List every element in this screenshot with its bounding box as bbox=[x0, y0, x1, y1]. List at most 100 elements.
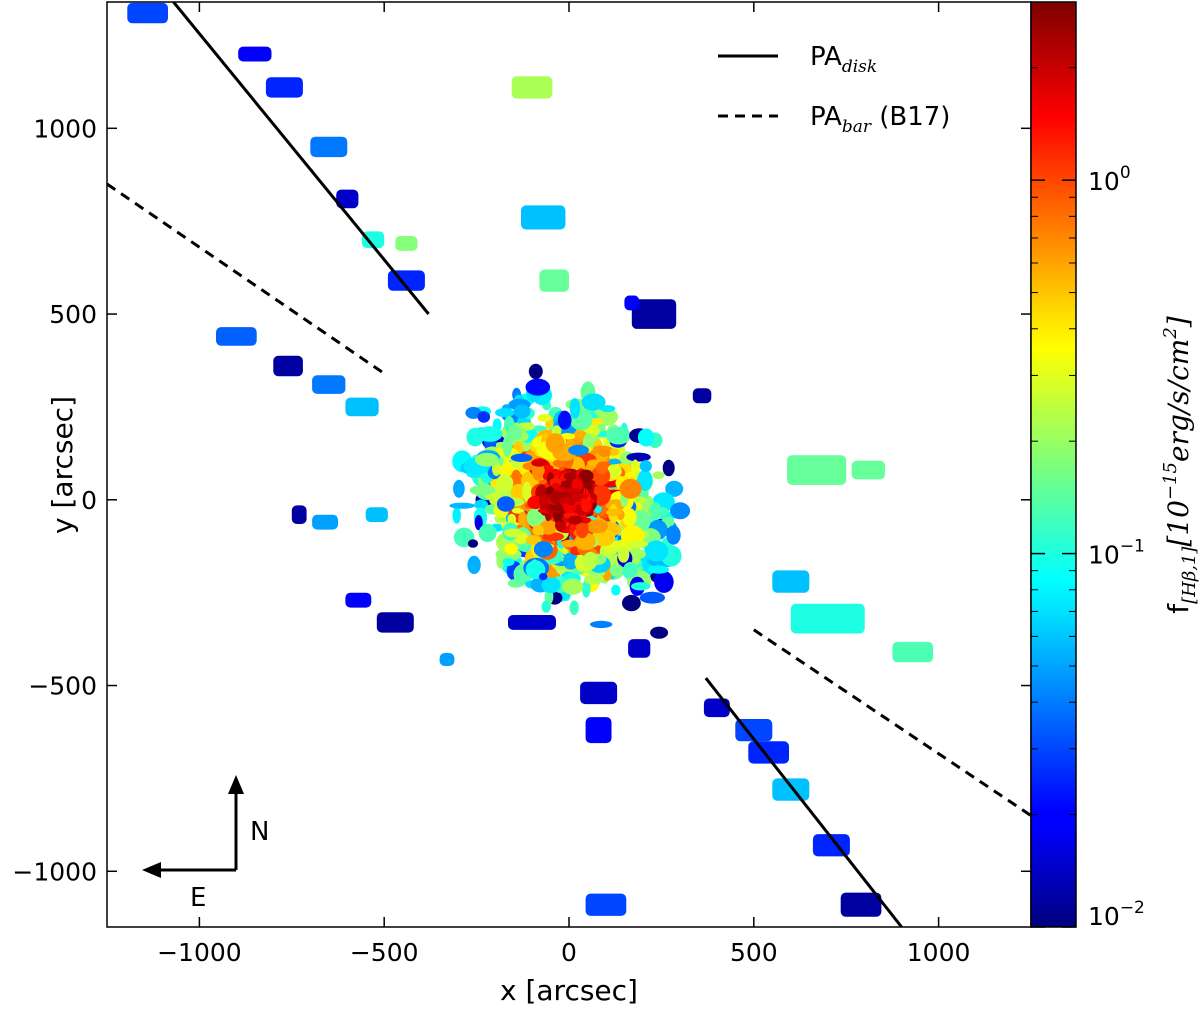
pointing-patch bbox=[521, 205, 566, 230]
spaxel-point bbox=[510, 453, 533, 462]
spaxel-point bbox=[555, 519, 567, 532]
spaxel-point bbox=[605, 426, 631, 445]
position-angle-lines bbox=[107, 2, 1031, 927]
pointing-patch bbox=[345, 592, 372, 608]
spaxel-point bbox=[586, 519, 608, 534]
pa-disk-line bbox=[704, 677, 903, 927]
spaxel-point bbox=[595, 461, 608, 475]
colorbar-gradient bbox=[1031, 2, 1076, 927]
spaxel-point bbox=[611, 584, 621, 596]
spaxel-point bbox=[558, 497, 574, 504]
spaxel-point bbox=[580, 499, 591, 513]
spaxel-point bbox=[504, 543, 518, 555]
spaxel-point bbox=[512, 507, 524, 514]
spaxel-point bbox=[525, 535, 542, 545]
pointing-patch bbox=[291, 505, 307, 524]
pointing-patch bbox=[692, 388, 712, 404]
spaxel-point bbox=[537, 414, 552, 422]
spaxel-point bbox=[467, 539, 479, 548]
spaxel-point bbox=[623, 562, 638, 578]
spaxel-point bbox=[528, 363, 543, 380]
colorbar-tick-label: 10−2 bbox=[1088, 898, 1145, 931]
spaxel-point bbox=[639, 591, 665, 604]
colorbar-tick-label: 100 bbox=[1088, 163, 1131, 196]
spaxel-point bbox=[608, 448, 620, 456]
compass: N E bbox=[142, 775, 269, 913]
spaxel-point bbox=[652, 471, 665, 480]
x-tick-label: −500 bbox=[350, 938, 419, 967]
x-tick-label: 500 bbox=[730, 938, 778, 967]
x-tick-label: −1000 bbox=[157, 938, 242, 967]
compass-north-label: N bbox=[250, 817, 269, 847]
pointing-patch bbox=[735, 719, 773, 742]
spaxel-point bbox=[650, 626, 669, 639]
spaxel-point bbox=[452, 506, 462, 524]
spaxel-point bbox=[541, 577, 561, 594]
spaxel-point bbox=[496, 474, 514, 493]
spaxel-point bbox=[648, 503, 660, 525]
spaxel-point bbox=[502, 436, 512, 457]
pa-bar-line bbox=[107, 182, 386, 375]
spaxel-point bbox=[467, 555, 481, 575]
pointing-patch bbox=[631, 299, 677, 329]
spaxel-point bbox=[495, 408, 515, 418]
y-tick-label: 0 bbox=[81, 486, 97, 515]
spaxel-point bbox=[644, 540, 669, 562]
spaxel-point bbox=[578, 469, 594, 483]
spaxel-point bbox=[569, 398, 581, 419]
y-tick-label: 500 bbox=[49, 300, 97, 329]
legend-entry-bar: PAbar (B17) bbox=[810, 102, 950, 137]
legend-entry-disk: PAdisk bbox=[810, 42, 877, 77]
colorbar-frame bbox=[1030, 1, 1077, 928]
spaxel-point bbox=[525, 378, 551, 396]
pointing-patch bbox=[336, 189, 359, 209]
spaxel-point bbox=[563, 472, 577, 481]
spaxel-point bbox=[545, 433, 565, 454]
spaxel-point bbox=[622, 508, 637, 527]
spaxel-point bbox=[504, 528, 523, 538]
colorbar-ticks: 10−2 10−1 100 bbox=[1031, 1, 1145, 931]
pointing-patch bbox=[585, 717, 612, 744]
pointing-patch bbox=[508, 615, 556, 630]
spaxel-point bbox=[518, 511, 528, 526]
pointing-patch bbox=[312, 375, 346, 394]
x-tick-label: 1000 bbox=[907, 938, 971, 967]
pointing-patch bbox=[216, 327, 257, 346]
spaxel-point bbox=[631, 459, 640, 479]
spaxel-point bbox=[590, 620, 613, 629]
pointing-patch bbox=[376, 612, 414, 633]
spaxel-point bbox=[670, 502, 691, 520]
spaxel-point bbox=[465, 406, 482, 419]
spaxel-point bbox=[568, 515, 583, 525]
pa-bar-line bbox=[752, 628, 1031, 817]
pointing-patch bbox=[265, 77, 303, 98]
spaxel-point bbox=[598, 449, 611, 458]
legend: PAdisk PAbar (B17) bbox=[718, 42, 950, 137]
spaxel-point bbox=[582, 551, 598, 569]
spaxel-point bbox=[639, 460, 652, 473]
spaxel-point bbox=[539, 573, 548, 581]
spaxel-point bbox=[474, 452, 499, 467]
spaxel-point bbox=[541, 600, 551, 613]
pointing-patch bbox=[585, 893, 627, 916]
pointing-patch bbox=[790, 603, 865, 634]
spaxel-point bbox=[477, 426, 503, 442]
pointing-patch bbox=[892, 641, 934, 663]
spaxel-point bbox=[477, 411, 491, 423]
pointing-patch bbox=[127, 2, 168, 24]
spaxel-point bbox=[502, 558, 515, 566]
spaxel-point bbox=[606, 464, 622, 479]
x-axis-label: x [arcsec] bbox=[500, 974, 638, 1007]
pointing-patch bbox=[365, 507, 388, 523]
spaxel-point bbox=[581, 393, 606, 411]
spaxel-point bbox=[555, 487, 567, 492]
spaxel-point bbox=[539, 520, 557, 535]
pointing-patch bbox=[539, 269, 569, 292]
spaxel-point bbox=[606, 508, 623, 517]
pointing-patch bbox=[312, 514, 338, 530]
spaxel-point bbox=[569, 600, 579, 615]
spaxel-point bbox=[617, 546, 630, 563]
spaxel-point bbox=[631, 582, 651, 591]
y-tick-label: −500 bbox=[28, 672, 97, 701]
y-axis-label: y [arcsec] bbox=[46, 396, 79, 534]
